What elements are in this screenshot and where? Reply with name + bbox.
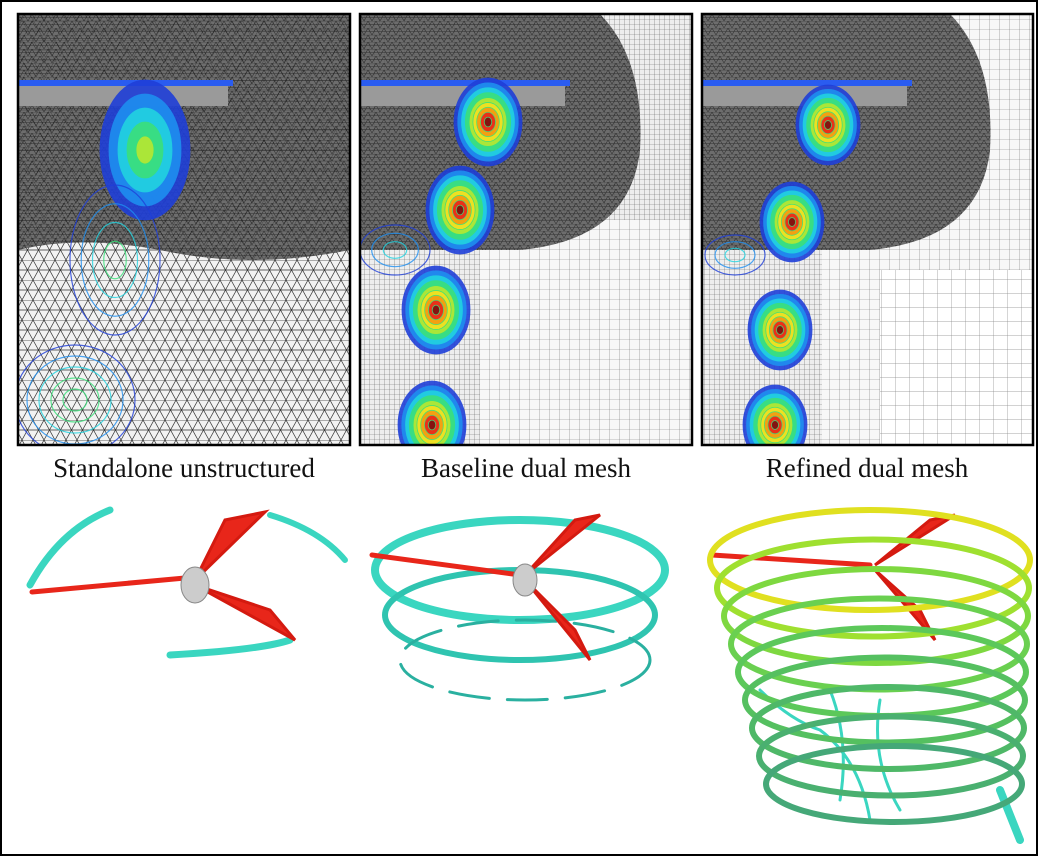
vortex-contour bbox=[456, 205, 464, 215]
vortex-contour bbox=[771, 421, 778, 430]
caption: Standalone unstructured bbox=[53, 453, 315, 483]
shape-rect bbox=[702, 80, 912, 86]
figure: Standalone unstructured Baseline dual me… bbox=[0, 0, 1038, 856]
caption: Baseline dual mesh bbox=[421, 453, 631, 483]
mesh-panel bbox=[702, 14, 1033, 465]
shape-rect bbox=[360, 80, 570, 86]
shape-rect bbox=[18, 80, 233, 86]
shape-rect bbox=[880, 270, 1033, 445]
mesh-panel bbox=[360, 14, 692, 469]
vortex-contour bbox=[824, 121, 831, 130]
vortex-contour bbox=[136, 136, 154, 164]
vortex-contour bbox=[432, 305, 440, 315]
vortex-contour bbox=[776, 326, 783, 335]
vortex-contour bbox=[484, 117, 492, 127]
shape-rect bbox=[480, 220, 692, 445]
caption: Refined dual mesh bbox=[766, 453, 969, 483]
vortex-contour bbox=[788, 218, 795, 227]
mesh-panel bbox=[15, 14, 350, 455]
shape-ellipse bbox=[181, 567, 209, 603]
vortex-contour bbox=[428, 420, 436, 430]
shape-ellipse bbox=[513, 564, 537, 596]
